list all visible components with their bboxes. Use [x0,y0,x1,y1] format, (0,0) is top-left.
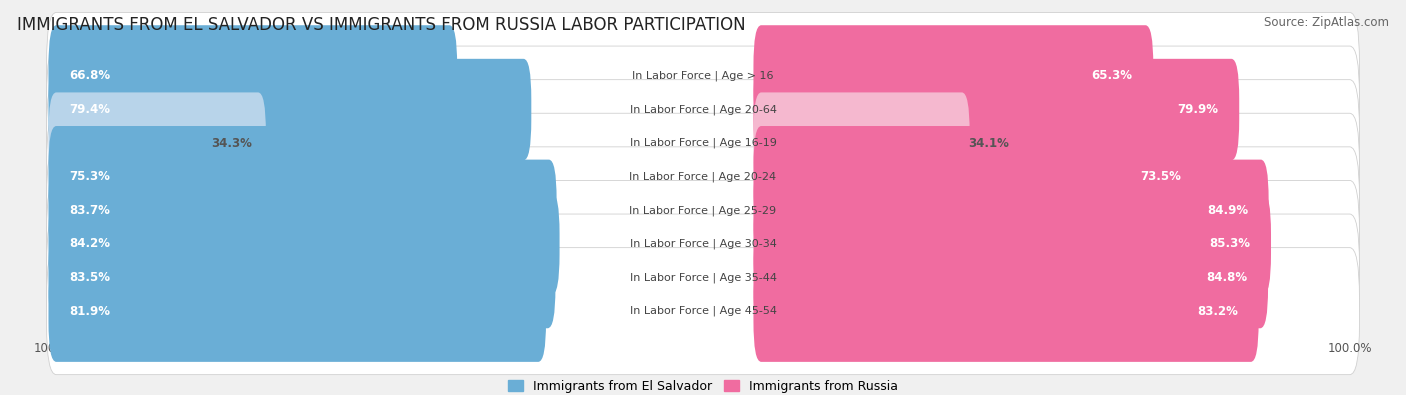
FancyBboxPatch shape [48,92,266,194]
FancyBboxPatch shape [48,193,560,295]
Text: In Labor Force | Age > 16: In Labor Force | Age > 16 [633,71,773,81]
FancyBboxPatch shape [46,214,1360,341]
Text: 75.3%: 75.3% [69,170,110,183]
FancyBboxPatch shape [48,260,546,362]
Text: 73.5%: 73.5% [1140,170,1181,183]
FancyBboxPatch shape [754,126,1202,228]
FancyBboxPatch shape [48,59,531,160]
FancyBboxPatch shape [46,46,1360,173]
Text: 84.2%: 84.2% [69,237,110,250]
FancyBboxPatch shape [48,227,555,328]
FancyBboxPatch shape [754,160,1268,261]
FancyBboxPatch shape [46,181,1360,307]
FancyBboxPatch shape [46,248,1360,374]
FancyBboxPatch shape [46,147,1360,274]
Text: 84.9%: 84.9% [1206,204,1249,217]
FancyBboxPatch shape [48,25,457,127]
Text: IMMIGRANTS FROM EL SALVADOR VS IMMIGRANTS FROM RUSSIA LABOR PARTICIPATION: IMMIGRANTS FROM EL SALVADOR VS IMMIGRANT… [17,16,745,34]
FancyBboxPatch shape [46,13,1360,139]
Text: 83.2%: 83.2% [1197,305,1237,318]
Text: 66.8%: 66.8% [69,70,110,83]
Text: 85.3%: 85.3% [1209,237,1250,250]
Text: In Labor Force | Age 30-34: In Labor Force | Age 30-34 [630,239,776,249]
FancyBboxPatch shape [754,25,1153,127]
Text: 81.9%: 81.9% [69,305,110,318]
Text: In Labor Force | Age 20-64: In Labor Force | Age 20-64 [630,104,776,115]
Text: 83.5%: 83.5% [69,271,110,284]
Text: 79.4%: 79.4% [69,103,110,116]
Text: 83.7%: 83.7% [69,204,110,217]
Text: 65.3%: 65.3% [1091,70,1133,83]
Text: 34.3%: 34.3% [211,137,252,150]
FancyBboxPatch shape [46,113,1360,240]
Text: 84.8%: 84.8% [1206,271,1247,284]
Legend: Immigrants from El Salvador, Immigrants from Russia: Immigrants from El Salvador, Immigrants … [503,375,903,395]
Text: In Labor Force | Age 20-24: In Labor Force | Age 20-24 [630,171,776,182]
FancyBboxPatch shape [754,92,970,194]
Text: 79.9%: 79.9% [1178,103,1219,116]
Text: Source: ZipAtlas.com: Source: ZipAtlas.com [1264,16,1389,29]
Text: In Labor Force | Age 25-29: In Labor Force | Age 25-29 [630,205,776,216]
Text: 34.1%: 34.1% [969,137,1010,150]
FancyBboxPatch shape [754,227,1268,328]
FancyBboxPatch shape [48,160,557,261]
Text: In Labor Force | Age 45-54: In Labor Force | Age 45-54 [630,306,776,316]
FancyBboxPatch shape [754,193,1271,295]
FancyBboxPatch shape [754,260,1258,362]
FancyBboxPatch shape [48,126,508,228]
FancyBboxPatch shape [754,59,1239,160]
FancyBboxPatch shape [46,80,1360,207]
Text: In Labor Force | Age 35-44: In Labor Force | Age 35-44 [630,272,776,283]
Text: In Labor Force | Age 16-19: In Labor Force | Age 16-19 [630,138,776,149]
